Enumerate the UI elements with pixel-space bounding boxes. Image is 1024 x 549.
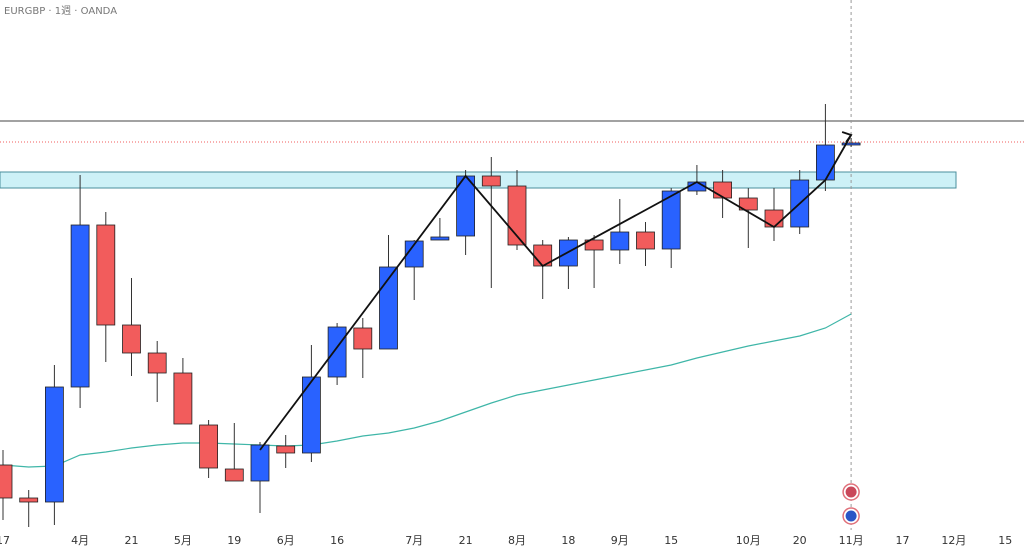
x-tick-label: 4月 [71, 534, 89, 547]
x-tick-label: 8月 [508, 534, 526, 547]
x-tick-label: 15 [664, 534, 678, 547]
candle-body [816, 144, 835, 181]
candle-body [45, 386, 64, 503]
event-icon-flag [845, 486, 857, 498]
moving-average-line [2, 313, 852, 468]
event-icon-flag [845, 510, 857, 522]
candle-body [841, 142, 861, 146]
candle-body [199, 424, 219, 469]
x-tick-label: 11月 [839, 534, 864, 547]
candle-body [96, 224, 116, 326]
candle-body [738, 197, 758, 211]
support-resistance-zone [0, 171, 957, 189]
x-tick-label: 12月 [941, 534, 966, 547]
candle-body [70, 224, 90, 388]
candle-body [122, 324, 141, 354]
candle-body [276, 445, 296, 454]
x-tick-label: 18 [561, 534, 575, 547]
candle-body [250, 444, 270, 482]
candle-body [379, 266, 398, 350]
candle-body [0, 464, 13, 499]
x-tick-label: 16 [330, 534, 344, 547]
candles [0, 104, 861, 527]
zigzag-line [259, 134, 852, 451]
candle-body [661, 190, 681, 250]
candle-body [147, 352, 167, 374]
candle-body [764, 209, 784, 228]
x-tick-label: 21 [125, 534, 139, 547]
candle-body [481, 175, 501, 187]
candle-body [610, 231, 630, 251]
candle-body [713, 181, 732, 199]
candle-body [636, 231, 655, 250]
x-tick-label: 15 [998, 534, 1012, 547]
zigzag-arrowhead [841, 131, 853, 143]
x-tick-label: 19 [227, 534, 241, 547]
x-tick-label: 20 [793, 534, 807, 547]
candle-body [584, 239, 604, 251]
candle-body [353, 327, 373, 350]
x-tick-label: 17 [0, 534, 10, 547]
candle-body [430, 236, 450, 241]
chart-title: EURGBP · 1週 · OANDA [4, 5, 117, 17]
x-tick-label: 10月 [736, 534, 761, 547]
candle-body [19, 497, 39, 503]
x-tick-label: 9月 [611, 534, 629, 547]
candle-body [404, 240, 424, 268]
x-tick-label: 17 [896, 534, 910, 547]
candle-body [327, 326, 347, 378]
candle-body [301, 376, 321, 454]
candle-body [173, 372, 193, 425]
x-tick-label: 5月 [174, 534, 192, 547]
candle-body [224, 468, 244, 482]
x-tick-label: 6月 [277, 534, 295, 547]
x-tick-label: 21 [459, 534, 473, 547]
x-tick-label: 7月 [405, 534, 423, 547]
